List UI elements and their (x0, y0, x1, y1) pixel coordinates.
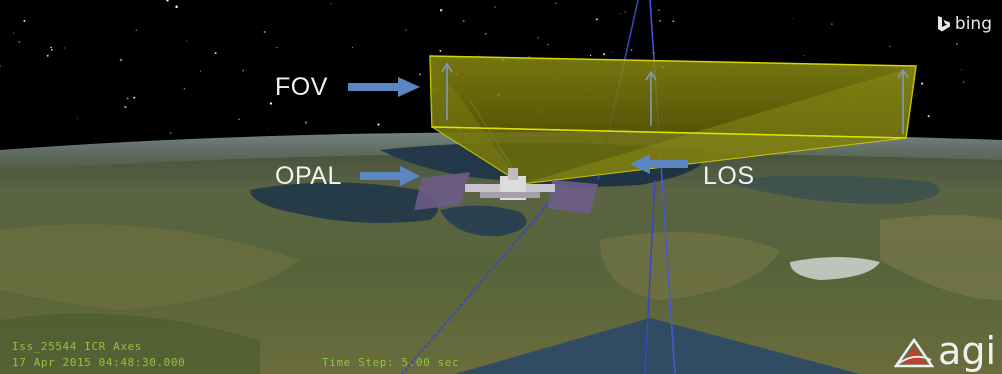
fov-edge (431, 126, 907, 139)
star (276, 46, 278, 49)
lake-region (790, 257, 880, 280)
star (276, 78, 278, 80)
star (537, 36, 539, 39)
opal-satellite-model (414, 168, 598, 214)
agi-logo-icon (894, 338, 935, 368)
star (672, 20, 675, 23)
star (478, 55, 480, 57)
los-label: LOS (703, 162, 755, 190)
star (18, 40, 21, 43)
star (659, 19, 662, 22)
terrain-patch (0, 313, 260, 374)
agi-text: agi (938, 329, 996, 373)
star (485, 33, 487, 35)
star (242, 69, 245, 72)
star (266, 128, 268, 130)
terrain-patch (600, 232, 780, 300)
star (889, 45, 891, 48)
bing-logo-icon (937, 16, 950, 32)
opal-label: OPAL (275, 162, 342, 190)
bing-text: bing (954, 14, 992, 34)
star (330, 3, 332, 5)
star (63, 47, 65, 49)
fov-edge (431, 126, 523, 185)
hud-time-step: Time Step: 5.00 sec (322, 356, 460, 369)
bing-branding: bing (937, 14, 992, 34)
star (610, 51, 612, 53)
star (494, 6, 496, 8)
star (620, 12, 622, 14)
hud-axes-line: Iss_25544 ICR Axes (12, 340, 143, 353)
star (23, 19, 26, 22)
star (124, 105, 127, 109)
fov-edge (521, 137, 907, 185)
star (199, 70, 202, 72)
star (351, 46, 353, 48)
star (439, 50, 442, 52)
fov-up-arrows (441, 62, 909, 134)
agi-branding: agi (894, 329, 996, 373)
star (595, 18, 598, 21)
star (263, 30, 266, 34)
star (238, 118, 240, 121)
sea-region (440, 205, 527, 237)
star (377, 123, 380, 126)
star (831, 23, 833, 25)
fov-side-face (430, 56, 522, 184)
star (168, 4, 170, 6)
star (305, 121, 307, 124)
star (135, 29, 138, 32)
star (631, 49, 633, 51)
hud-date-time: 17 Apr 2015 04:48:30.000 (12, 356, 186, 369)
terrain-patch (0, 224, 300, 310)
star (927, 115, 930, 118)
star (419, 73, 422, 76)
los-arrow-icon (630, 154, 688, 174)
star (169, 132, 172, 134)
terrain-patch (880, 215, 1002, 300)
vector-line (401, 189, 561, 374)
star (803, 55, 805, 57)
star (547, 44, 549, 46)
star (126, 97, 129, 100)
ground-footprint (455, 318, 860, 374)
star (657, 9, 660, 12)
star (956, 43, 958, 45)
star (50, 48, 53, 51)
vector-line (644, 179, 656, 374)
star (589, 54, 592, 57)
star (175, 5, 178, 9)
star (269, 102, 273, 105)
star (555, 2, 557, 4)
star (920, 82, 924, 85)
star (624, 10, 627, 13)
sea-region (720, 175, 940, 205)
fov-side-face (522, 66, 916, 184)
star (962, 81, 965, 83)
star (119, 58, 123, 62)
star (462, 20, 465, 22)
star (214, 52, 217, 55)
sea-region (250, 182, 438, 223)
star (166, 0, 169, 2)
star (183, 88, 185, 90)
star (791, 17, 793, 19)
star (46, 54, 49, 57)
star (439, 8, 443, 12)
star (76, 118, 78, 120)
star (133, 96, 136, 99)
star (186, 40, 188, 42)
star (50, 46, 52, 49)
star (960, 68, 962, 70)
star (0, 64, 1, 67)
star (12, 32, 15, 34)
fov-arrow-icon (348, 77, 420, 97)
star (404, 29, 407, 31)
fov-label: FOV (275, 73, 328, 101)
opal-arrow-icon (360, 166, 420, 186)
star (603, 53, 606, 56)
star (528, 56, 530, 58)
